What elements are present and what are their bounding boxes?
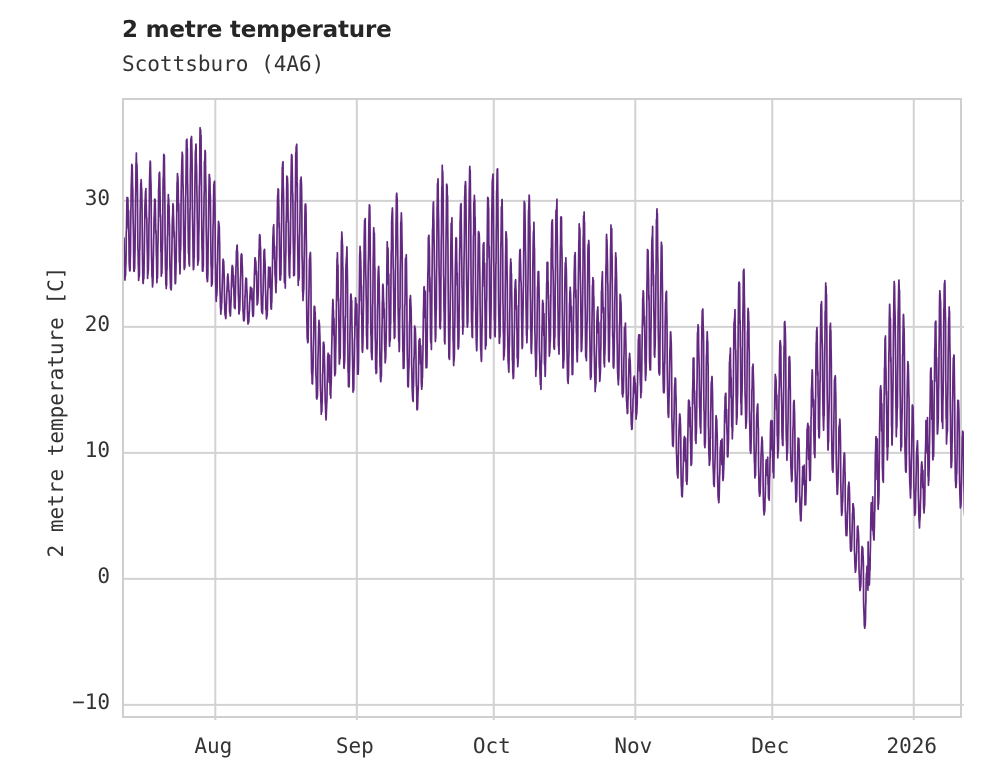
page-title: 2 metre temperature xyxy=(122,17,392,43)
x-axis-tick-label: Oct xyxy=(472,734,511,758)
x-axis-tick-label: Nov xyxy=(614,734,653,758)
x-axis-tick-labels: Aug Sep Oct Nov Dec 2026 xyxy=(0,736,981,776)
temperature-line-chart xyxy=(124,100,964,720)
x-axis-tick-label: 2026 xyxy=(886,734,938,758)
x-axis-tick-label: Aug xyxy=(194,734,233,758)
series-line-2-metre-temperature xyxy=(124,126,964,630)
x-axis-tick-label: Sep xyxy=(335,734,374,758)
y-axis-tick-label: 30 xyxy=(84,185,110,210)
y-axis-tick-label: −10 xyxy=(72,689,110,714)
x-axis-tick-label: Dec xyxy=(751,734,790,758)
y-axis-tick-label: 20 xyxy=(84,311,110,336)
y-axis-tick-label: 0 xyxy=(97,563,110,588)
y-axis-tick-labels: 30 20 10 0 −10 xyxy=(40,0,110,782)
chart-subtitle: Scottsburo (4A6) xyxy=(122,52,325,76)
plot-area xyxy=(122,98,964,720)
y-axis-tick-label: 10 xyxy=(84,437,110,462)
gridlines xyxy=(124,100,964,720)
series-layer xyxy=(124,126,964,630)
